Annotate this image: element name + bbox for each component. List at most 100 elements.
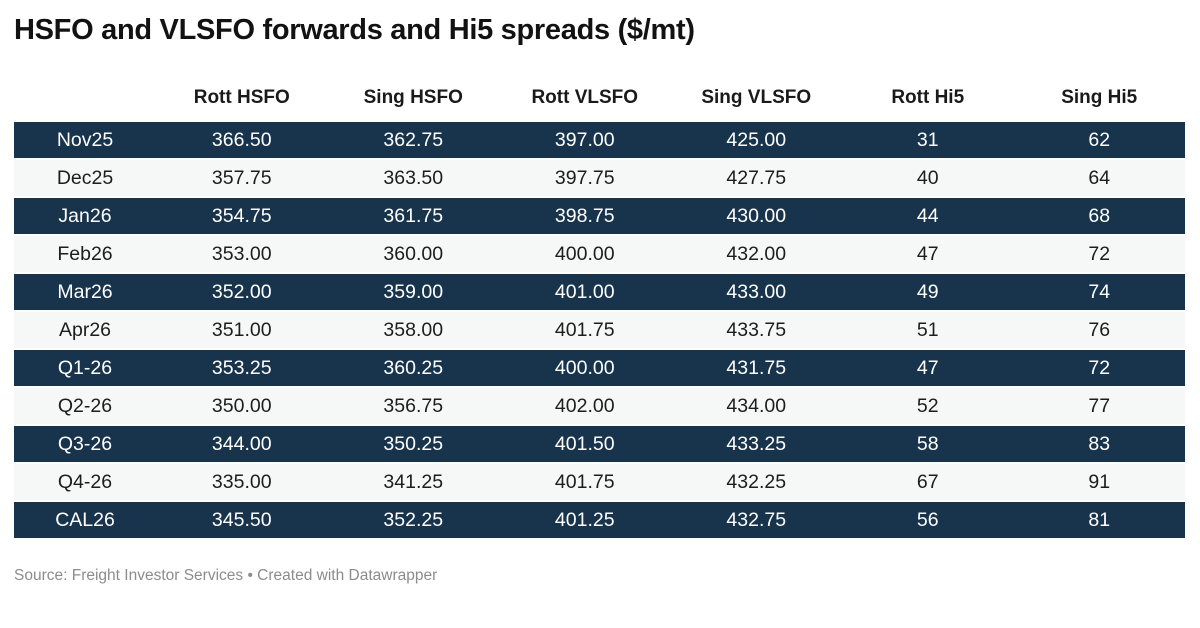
table-row-jan26: Jan26 354.75 361.75 398.75 430.00 44 68 [14, 198, 1185, 236]
cell: 425.00 [670, 122, 842, 160]
row-label: Jan26 [14, 198, 156, 236]
cell: 366.50 [156, 122, 328, 160]
cell: 434.00 [670, 388, 842, 426]
cell: 353.00 [156, 236, 328, 274]
cell: 335.00 [156, 464, 328, 502]
row-label: Q2-26 [14, 388, 156, 426]
row-label: Dec25 [14, 160, 156, 198]
cell: 432.25 [670, 464, 842, 502]
cell: 398.75 [499, 198, 671, 236]
cell: 74 [1013, 274, 1185, 312]
cell: 83 [1013, 426, 1185, 464]
cell: 354.75 [156, 198, 328, 236]
cell: 432.75 [670, 502, 842, 540]
cell: 31 [842, 122, 1014, 160]
cell: 40 [842, 160, 1014, 198]
cell: 341.25 [327, 464, 499, 502]
row-label: Feb26 [14, 236, 156, 274]
cell: 401.75 [499, 312, 671, 350]
cell: 81 [1013, 502, 1185, 540]
table-row-feb26: Feb26 353.00 360.00 400.00 432.00 47 72 [14, 236, 1185, 274]
cell: 401.75 [499, 464, 671, 502]
cell: 433.75 [670, 312, 842, 350]
cell: 360.25 [327, 350, 499, 388]
cell: 397.75 [499, 160, 671, 198]
cell: 47 [842, 236, 1014, 274]
forwards-table: Rott HSFO Sing HSFO Rott VLSFO Sing VLSF… [14, 87, 1185, 540]
row-label: Apr26 [14, 312, 156, 350]
cell: 76 [1013, 312, 1185, 350]
column-header-sing-hi5: Sing Hi5 [1013, 87, 1185, 122]
cell: 360.00 [327, 236, 499, 274]
cell: 350.25 [327, 426, 499, 464]
cell: 49 [842, 274, 1014, 312]
cell: 72 [1013, 236, 1185, 274]
cell: 359.00 [327, 274, 499, 312]
row-label: Q1-26 [14, 350, 156, 388]
table-row-mar26: Mar26 352.00 359.00 401.00 433.00 49 74 [14, 274, 1185, 312]
row-label: Q4-26 [14, 464, 156, 502]
column-header-rott-hsfo: Rott HSFO [156, 87, 328, 122]
cell: 47 [842, 350, 1014, 388]
cell: 345.50 [156, 502, 328, 540]
cell: 62 [1013, 122, 1185, 160]
cell: 430.00 [670, 198, 842, 236]
page-root: HSFO and VLSFO forwards and Hi5 spreads … [0, 13, 1200, 628]
table-row-dec25: Dec25 357.75 363.50 397.75 427.75 40 64 [14, 160, 1185, 198]
cell: 397.00 [499, 122, 671, 160]
table-row-nov25: Nov25 366.50 362.75 397.00 425.00 31 62 [14, 122, 1185, 160]
cell: 358.00 [327, 312, 499, 350]
cell: 402.00 [499, 388, 671, 426]
cell: 432.00 [670, 236, 842, 274]
cell: 72 [1013, 350, 1185, 388]
cell: 352.25 [327, 502, 499, 540]
column-header-rott-hi5: Rott Hi5 [842, 87, 1014, 122]
cell: 362.75 [327, 122, 499, 160]
cell: 363.50 [327, 160, 499, 198]
source-attribution: Source: Freight Investor Services • Crea… [14, 567, 438, 584]
table-row-q1-26: Q1-26 353.25 360.25 400.00 431.75 47 72 [14, 350, 1185, 388]
cell: 344.00 [156, 426, 328, 464]
cell: 357.75 [156, 160, 328, 198]
cell: 401.25 [499, 502, 671, 540]
row-label: Mar26 [14, 274, 156, 312]
table-row-q2-26: Q2-26 350.00 356.75 402.00 434.00 52 77 [14, 388, 1185, 426]
table-header: Rott HSFO Sing HSFO Rott VLSFO Sing VLSF… [14, 87, 1185, 122]
cell: 356.75 [327, 388, 499, 426]
cell: 400.00 [499, 236, 671, 274]
cell: 400.00 [499, 350, 671, 388]
row-label: Nov25 [14, 122, 156, 160]
cell: 352.00 [156, 274, 328, 312]
cell: 431.75 [670, 350, 842, 388]
cell: 401.00 [499, 274, 671, 312]
cell: 56 [842, 502, 1014, 540]
column-header-sing-vlsfo: Sing VLSFO [670, 87, 842, 122]
cell: 350.00 [156, 388, 328, 426]
header-row: Rott HSFO Sing HSFO Rott VLSFO Sing VLSF… [14, 87, 1185, 122]
cell: 52 [842, 388, 1014, 426]
cell: 433.00 [670, 274, 842, 312]
cell: 91 [1013, 464, 1185, 502]
column-header-sing-hsfo: Sing HSFO [327, 87, 499, 122]
cell: 64 [1013, 160, 1185, 198]
cell: 353.25 [156, 350, 328, 388]
cell: 77 [1013, 388, 1185, 426]
column-header-blank [14, 87, 156, 122]
cell: 351.00 [156, 312, 328, 350]
table-row-apr26: Apr26 351.00 358.00 401.75 433.75 51 76 [14, 312, 1185, 350]
cell: 68 [1013, 198, 1185, 236]
table-body: Nov25 366.50 362.75 397.00 425.00 31 62 … [14, 122, 1185, 540]
cell: 44 [842, 198, 1014, 236]
cell: 58 [842, 426, 1014, 464]
cell: 67 [842, 464, 1014, 502]
cell: 361.75 [327, 198, 499, 236]
cell: 401.50 [499, 426, 671, 464]
cell: 433.25 [670, 426, 842, 464]
table-row-q4-26: Q4-26 335.00 341.25 401.75 432.25 67 91 [14, 464, 1185, 502]
chart-title: HSFO and VLSFO forwards and Hi5 spreads … [14, 14, 695, 46]
cell: 51 [842, 312, 1014, 350]
table-row-cal26: CAL26 345.50 352.25 401.25 432.75 56 81 [14, 502, 1185, 540]
cell: 427.75 [670, 160, 842, 198]
row-label: CAL26 [14, 502, 156, 540]
row-label: Q3-26 [14, 426, 156, 464]
